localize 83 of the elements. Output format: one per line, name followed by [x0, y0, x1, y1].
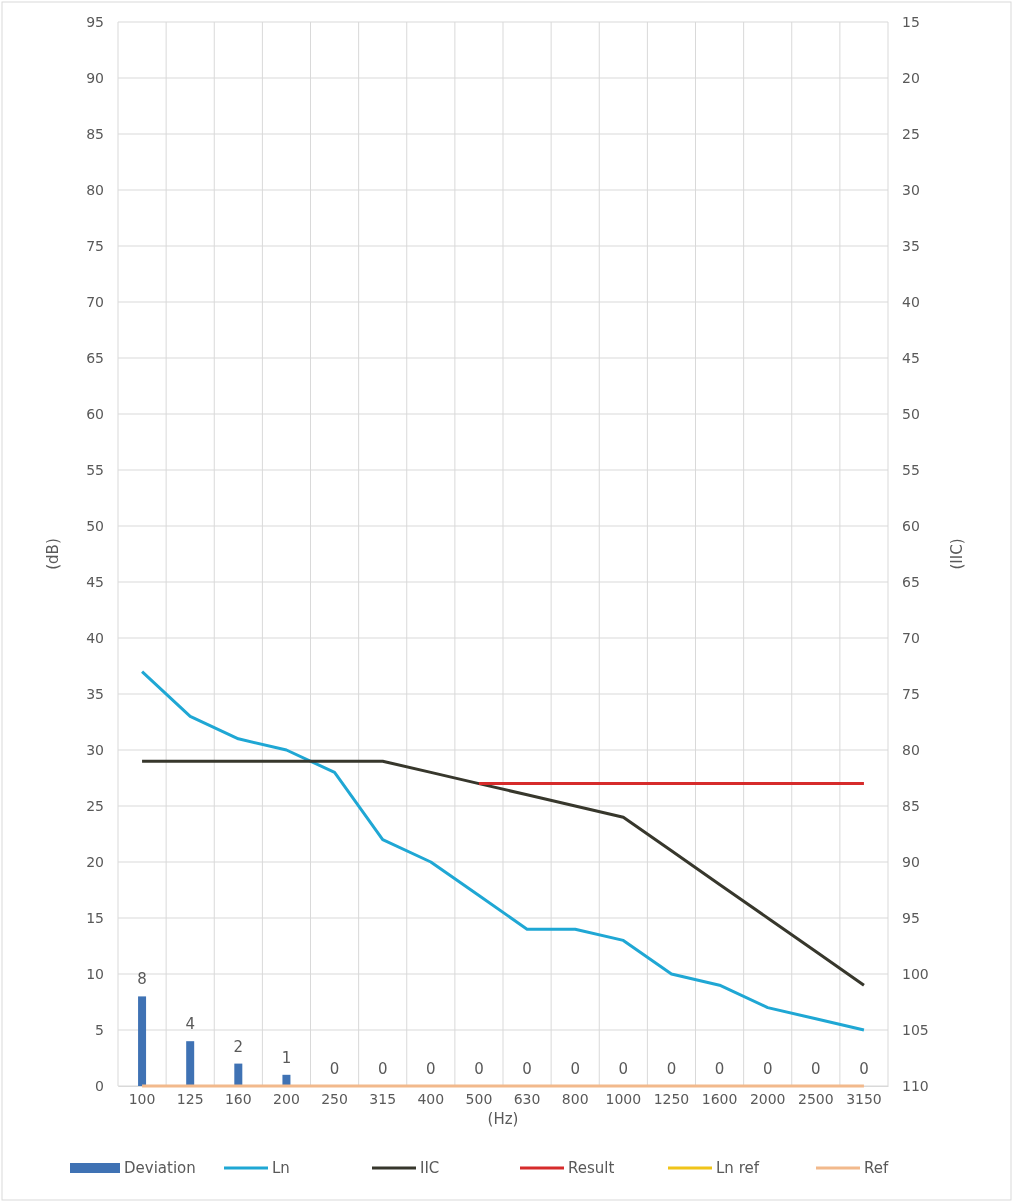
legend-label: Ln ref: [716, 1159, 760, 1177]
y2-tick-label: 65: [902, 573, 920, 590]
data-label: 8: [137, 970, 147, 989]
y2-tick-label: 30: [902, 181, 920, 198]
y-tick-label: 10: [86, 965, 104, 982]
y2-tick-label: 20: [902, 69, 920, 86]
data-label: 0: [714, 1060, 725, 1078]
y2-tick-label: 90: [902, 853, 920, 870]
y-tick-label: 55: [86, 461, 104, 478]
y2-tick-label: 50: [902, 405, 920, 422]
y-tick-label: 15: [86, 909, 104, 926]
y2-tick-label: 85: [902, 797, 920, 814]
line-series: [140, 759, 866, 987]
y2-tick-label: 75: [902, 685, 920, 702]
x-tick-label: 125: [176, 1090, 204, 1107]
y2-tick-label: 25: [902, 125, 920, 142]
x-tick-label: 2000: [749, 1090, 786, 1107]
y-tick-label: 35: [86, 685, 104, 702]
legend-label: Ln: [272, 1159, 290, 1177]
data-label: 1: [281, 1048, 292, 1067]
x-tick-label: 400: [417, 1090, 445, 1107]
y2-tick-label: 15: [902, 13, 920, 30]
y-tick-label: 75: [86, 237, 104, 254]
y-tick-label: 45: [86, 573, 104, 590]
y-tick-label: 5: [95, 1021, 104, 1038]
x-tick-label: 100: [128, 1090, 156, 1107]
x-tick-label: 2500: [797, 1090, 834, 1107]
data-label: 0: [474, 1060, 484, 1078]
line-series: [140, 670, 866, 1032]
data-label: 0: [570, 1060, 580, 1078]
x-tick-label: 1600: [701, 1090, 738, 1107]
data-label: 0: [618, 1060, 629, 1078]
data-label: 0: [426, 1060, 436, 1078]
data-label: 4: [185, 1015, 195, 1034]
data-label: 0: [859, 1060, 869, 1078]
x-tick-label: 200: [273, 1090, 300, 1107]
x-tick-label: 250: [321, 1090, 348, 1107]
y-tick-label: 65: [86, 349, 104, 366]
y-tick-label: 95: [86, 13, 104, 30]
x-tick-label: 3150: [846, 1090, 882, 1107]
legend-label: Deviation: [124, 1159, 196, 1177]
y-tick-label: 20: [86, 853, 104, 870]
y-tick-label: 80: [86, 181, 104, 198]
y-tick-label: 0: [95, 1077, 104, 1094]
y-tick-label: 40: [86, 629, 104, 646]
y2-tick-label: 45: [902, 349, 920, 366]
y-tick-label: 50: [86, 517, 104, 534]
y-tick-label: 85: [86, 125, 104, 142]
x-tick-label: 800: [561, 1090, 589, 1107]
data-label: 0: [762, 1060, 773, 1078]
data-label: 0: [666, 1060, 677, 1078]
y2-tick-label: 55: [902, 461, 920, 478]
y2-tick-label: 95: [902, 909, 920, 926]
y2-tick-label: 100: [902, 965, 929, 982]
y2-tick-label: 40: [902, 293, 920, 310]
y-tick-label: 60: [86, 405, 104, 422]
y-tick-label: 70: [86, 293, 104, 310]
legend-label: Ref: [864, 1159, 889, 1177]
y2-tick-label: 80: [902, 741, 920, 758]
y2-tick-label: 105: [902, 1021, 929, 1038]
data-label: 0: [329, 1060, 340, 1078]
legend-label: Result: [568, 1159, 615, 1177]
x-tick-label: 500: [465, 1090, 493, 1107]
y2-tick-label: 35: [902, 237, 920, 254]
y-axis-title: (dB): [44, 538, 62, 570]
x-tick-label: 1000: [605, 1090, 642, 1107]
data-label: 0: [522, 1060, 532, 1078]
y2-tick-label: 70: [902, 629, 920, 646]
x-tick-label: 1250: [653, 1090, 690, 1107]
legend-label: IIC: [420, 1159, 440, 1177]
data-label: 2: [233, 1037, 244, 1056]
y-tick-label: 90: [86, 69, 104, 86]
y-tick-label: 25: [86, 797, 104, 814]
y2-tick-label: 110: [902, 1077, 929, 1094]
data-label: 0: [811, 1060, 821, 1078]
x-tick-label: 160: [224, 1090, 252, 1107]
y2-axis-title: (IIC): [948, 538, 966, 570]
y-tick-label: 30: [86, 741, 104, 758]
x-axis-title: (Hz): [487, 1110, 519, 1128]
y2-tick-label: 60: [902, 517, 920, 534]
data-label: 0: [377, 1060, 388, 1078]
x-tick-label: 315: [369, 1090, 397, 1107]
x-tick-label: 630: [513, 1090, 541, 1107]
